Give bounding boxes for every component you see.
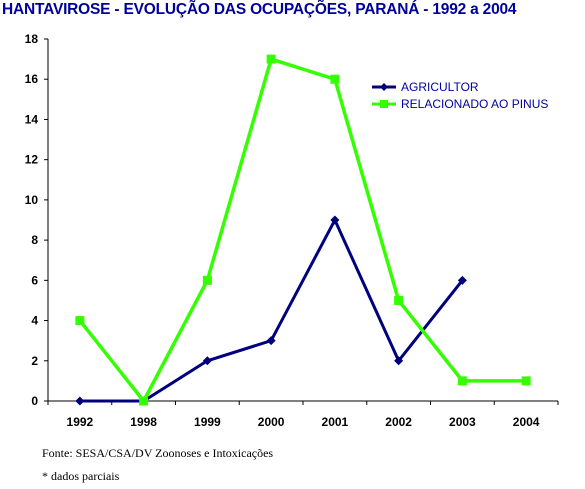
y-tick-label: 6 — [31, 273, 38, 287]
y-tick-label: 12 — [25, 153, 39, 167]
y-tick-label: 18 — [25, 32, 39, 46]
data-point — [202, 356, 212, 366]
x-tick-label: 2002 — [385, 415, 412, 429]
legend-label: RELACIONADO AO PINUS — [401, 97, 548, 111]
data-point — [266, 54, 276, 64]
data-point — [266, 336, 276, 346]
y-tick-label: 8 — [31, 233, 38, 247]
data-point — [394, 295, 404, 305]
y-tick-label: 16 — [25, 72, 39, 86]
data-point — [521, 376, 531, 386]
legend-marker — [380, 83, 388, 91]
data-point — [330, 74, 340, 84]
data-point — [75, 316, 85, 326]
y-tick-label: 10 — [25, 193, 39, 207]
x-tick-label: 1992 — [67, 415, 94, 429]
y-tick-label: 4 — [31, 314, 38, 328]
legend-marker — [380, 100, 388, 108]
data-point — [457, 376, 467, 386]
data-point — [202, 275, 212, 285]
x-tick-label: 1998 — [130, 415, 157, 429]
x-tick-label: 1999 — [194, 415, 221, 429]
y-axis-ticks: 0 2 4 6 8 10 12 14 16 18 — [25, 32, 48, 408]
data-point — [457, 275, 467, 285]
data-point — [75, 396, 85, 406]
chart-title: HANTAVIROSE - EVOLUÇÃO DAS OCUPAÇÕES, PA… — [2, 1, 517, 18]
y-tick-label: 0 — [31, 394, 38, 408]
data-point — [394, 356, 404, 366]
x-tick-label: 2000 — [258, 415, 285, 429]
partial-data-note: * dados parciais — [42, 469, 120, 483]
legend-label: AGRICULTOR — [401, 80, 479, 94]
chart-legend: AGRICULTOR RELACIONADO AO PINUS — [372, 80, 548, 111]
chart-series — [75, 54, 531, 406]
x-tick-label: 2003 — [449, 415, 476, 429]
x-axis-ticks: 1992 1998 1999 2000 2001 2002 2003 2004 — [47, 401, 559, 429]
data-point — [139, 396, 149, 406]
data-point — [330, 215, 340, 225]
source-note: Fonte: SESA/CSA/DV Zoonoses e Intoxicaçõ… — [42, 446, 274, 460]
y-tick-label: 14 — [25, 112, 39, 126]
chart-axes — [47, 39, 558, 402]
x-tick-label: 2004 — [513, 415, 540, 429]
y-tick-label: 2 — [31, 354, 38, 368]
series-line — [78, 56, 527, 405]
x-tick-label: 2001 — [322, 415, 349, 429]
